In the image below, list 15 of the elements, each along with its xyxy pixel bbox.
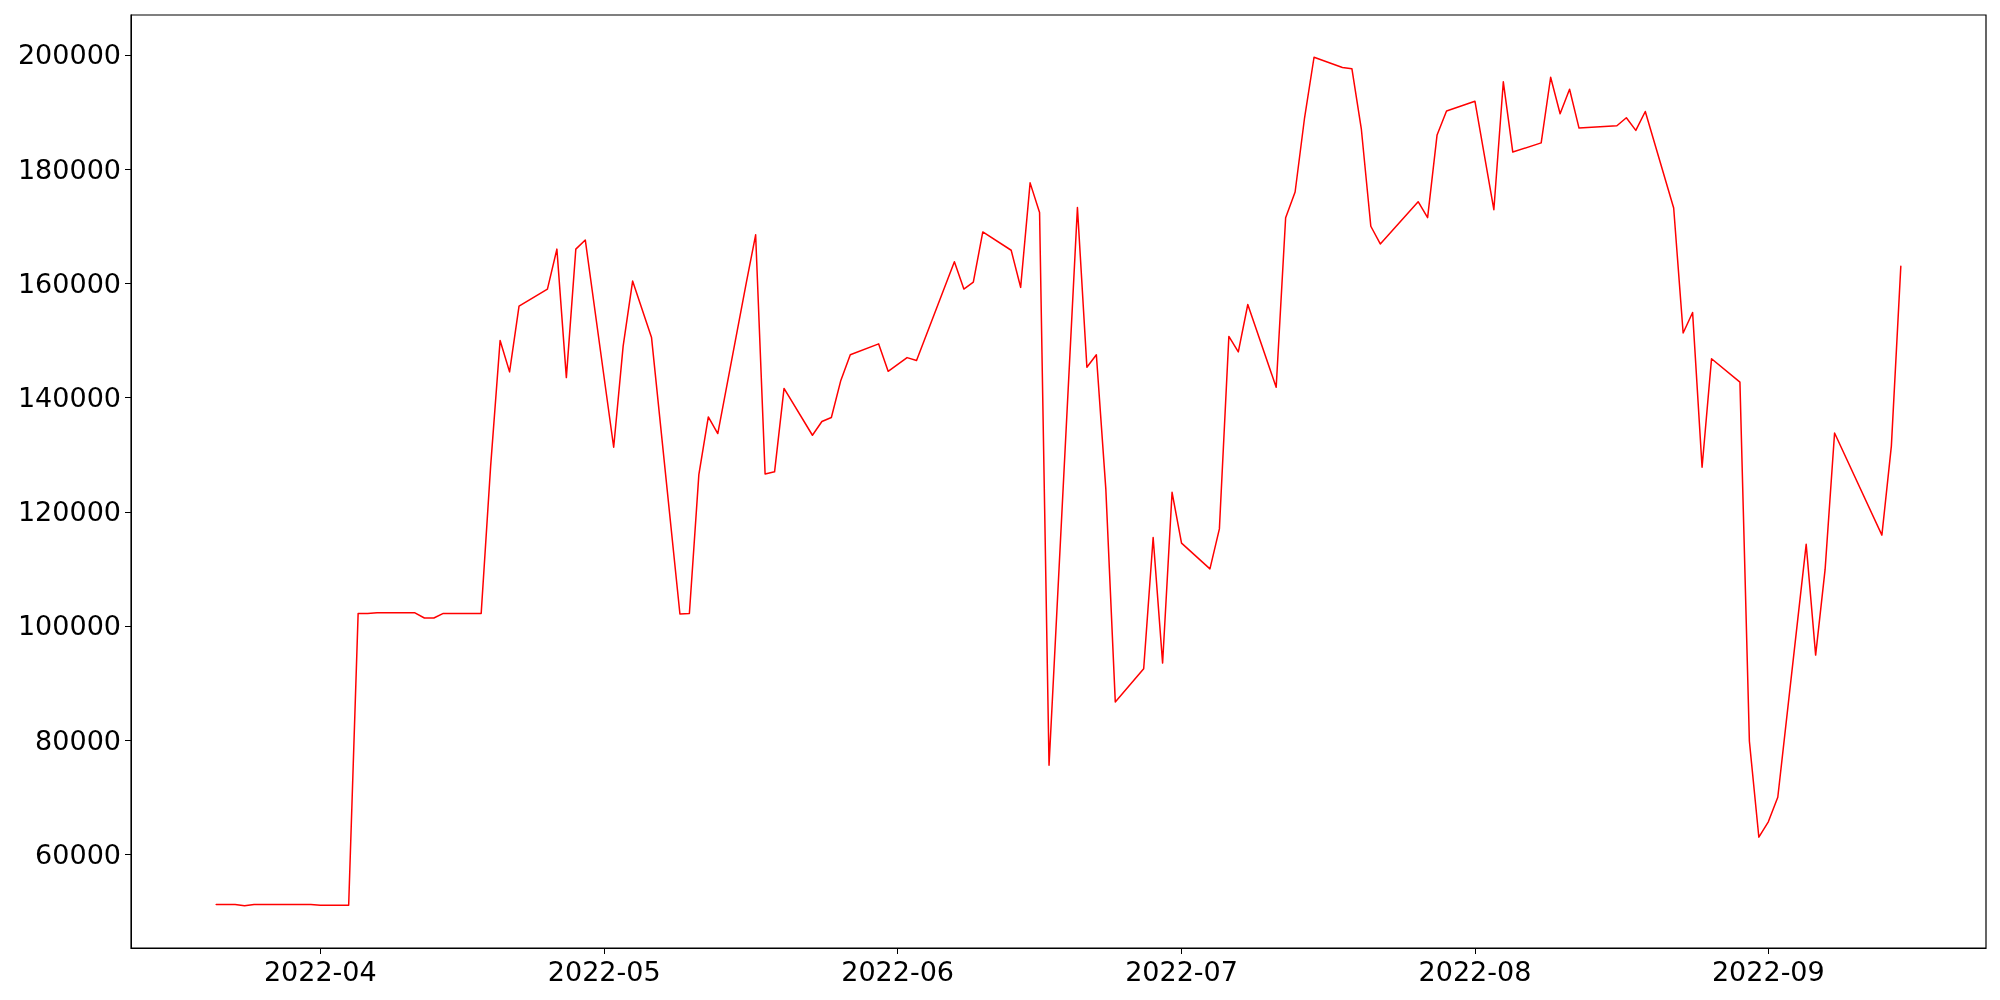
line-series	[215, 56, 1902, 907]
y-tick-label: 140000	[17, 382, 121, 414]
y-tick-label: 160000	[17, 267, 121, 299]
x-tick-label: 2022-07	[1125, 956, 1238, 987]
x-tick-label: 2022-06	[841, 956, 955, 987]
x-tick-label: 2022-05	[547, 956, 661, 987]
y-tick-label: 180000	[17, 153, 121, 185]
x-tick-label: 2022-08	[1418, 956, 1532, 987]
x-tick-label: 2022-04	[263, 956, 377, 987]
x-tick-label: 2022-09	[1711, 956, 1825, 987]
y-tick-label: 100000	[17, 610, 121, 642]
y-tick-label: 200000	[17, 39, 121, 71]
y-tick-label: 80000	[35, 724, 121, 756]
y-tick-label: 60000	[35, 838, 121, 870]
y-tick-label: 120000	[17, 496, 121, 528]
